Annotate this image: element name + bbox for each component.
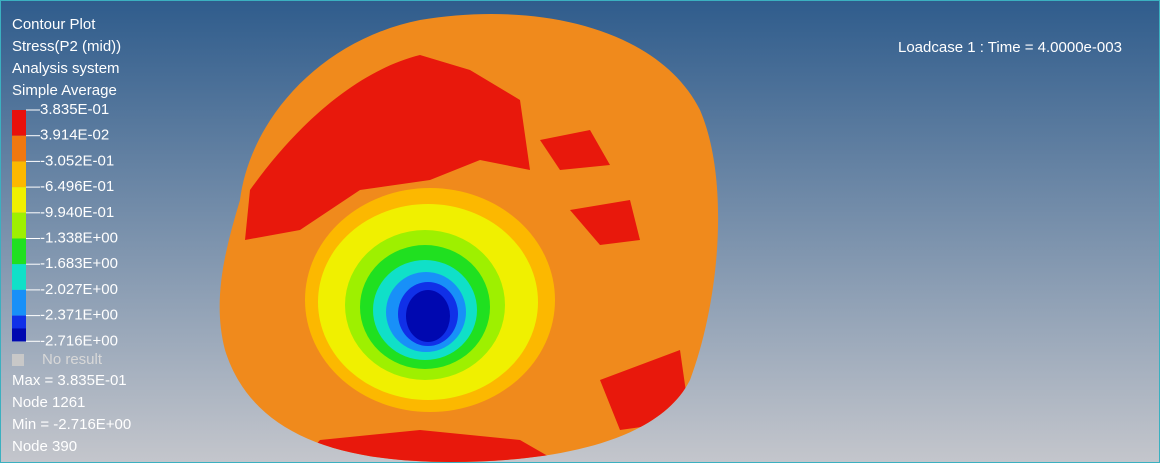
legend-swatch — [12, 328, 26, 342]
legend-swatch — [12, 238, 26, 265]
legend-label: -2.716E+00 — [40, 332, 118, 349]
region — [245, 55, 530, 240]
legend-swatch — [12, 110, 26, 136]
header-line: Contour Plot — [12, 16, 96, 33]
legend-label: -1.683E+00 — [40, 255, 118, 272]
legend-swatch — [12, 264, 26, 290]
region — [300, 430, 560, 462]
legend-label: -2.027E+00 — [40, 281, 118, 298]
legend-label: -9.940E-01 — [40, 204, 114, 221]
loadcase: Loadcase 1 : Time = 4.0000e-003 — [898, 39, 1122, 56]
legend-label: -3.052E-01 — [40, 152, 114, 169]
legend-swatch — [12, 161, 26, 188]
summary-line: Node 1261 — [12, 394, 85, 411]
legend-swatch — [12, 212, 26, 239]
legend: 3.835E-01 3.914E-02 -3.052E-01 -6.496E-01 -9… — [12, 101, 118, 368]
legend-swatch — [12, 289, 26, 316]
header-line: Stress(P2 (mid)) — [12, 38, 121, 55]
summary-line: Min = -2.716E+00 — [12, 416, 131, 433]
no-result-label: No result — [42, 351, 103, 368]
legend-label: 3.914E-02 — [40, 127, 109, 144]
legend-swatch — [12, 187, 26, 213]
legend-swatch — [12, 135, 26, 162]
legend-label: -2.371E+00 — [40, 307, 118, 324]
header-line: Analysis system — [12, 60, 120, 77]
legend-label: -1.338E+00 — [40, 229, 118, 246]
header-line: Simple Average — [12, 82, 117, 99]
legend-label: 3.835E-01 — [40, 101, 109, 118]
no-result-swatch — [12, 354, 24, 366]
summary-line: Max = 3.835E-01 — [12, 372, 127, 389]
summary-line: Node 390 — [12, 438, 77, 455]
region — [540, 130, 610, 170]
summary: Max = 3.835E-01 Node 1261 Min = -2.716E+00… — [12, 372, 131, 455]
model — [219, 14, 719, 462]
legend-label: -6.496E-01 — [40, 178, 114, 195]
contour — [406, 290, 450, 342]
region — [570, 200, 640, 245]
header: Contour Plot Stress(P2 (mid)) Analysis sys… — [12, 16, 121, 99]
